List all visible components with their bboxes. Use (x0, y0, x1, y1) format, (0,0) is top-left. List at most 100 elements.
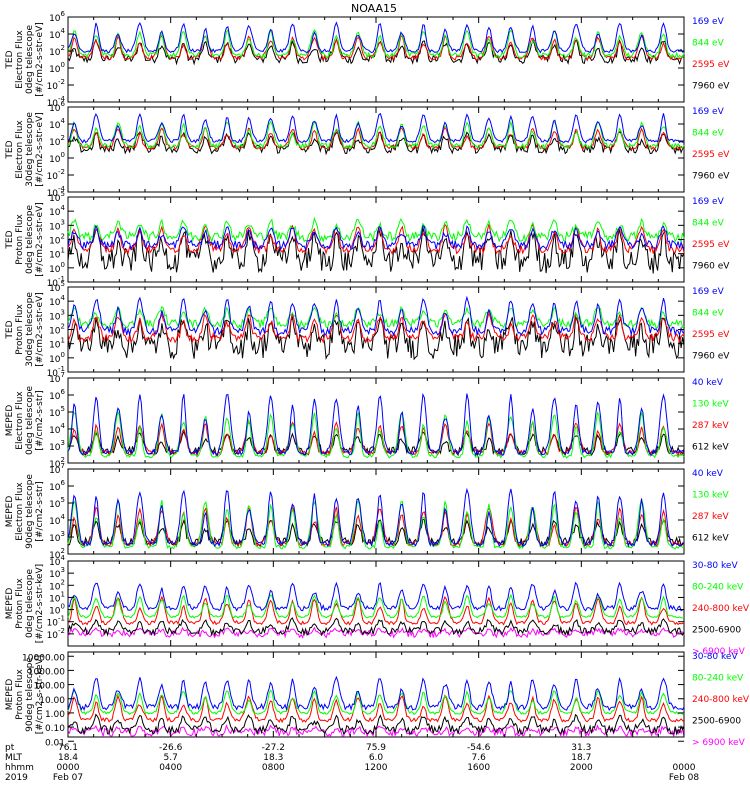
x-tick-label: Feb 08 (669, 773, 700, 783)
y-tick-label: 10-2 (47, 168, 65, 182)
series-line (67, 224, 685, 252)
legend-entry: 7960 eV (692, 262, 730, 272)
y-tick-label: 104 (49, 27, 65, 41)
x-tick-label: 0400 (159, 763, 182, 773)
y-tick-label: 102 (49, 578, 65, 592)
y-tick-label: 106 (49, 479, 65, 493)
x-tick-label: 75.9 (366, 743, 386, 753)
y-tick-label: 105 (49, 280, 65, 294)
y-axis-label: TEDElectron Flux30deg telescope[#/cm2-s-… (5, 112, 45, 187)
legend-entry: 7960 eV (692, 82, 730, 92)
x-row-label: hhmm (5, 763, 34, 773)
series-line (67, 694, 685, 724)
legend-entry: 240-800 keV (692, 695, 750, 705)
y-tick-label: 104 (49, 554, 65, 568)
legend-entry: 169 eV (692, 197, 725, 207)
x-tick-label: 1600 (467, 763, 490, 773)
y-axis-label: TEDProton Flux30deg telescope[#/cm2-s-st… (5, 292, 45, 367)
y-tick-label: 0.10 (45, 724, 65, 734)
legend-entry: 169 eV (692, 287, 725, 297)
y-tick-label: 100 (49, 151, 65, 165)
y-tick-label: 101 (49, 337, 65, 351)
x-tick-label: 0000 (673, 763, 696, 773)
legend-entry: 844 eV (692, 39, 725, 49)
y-tick-label: 101 (49, 247, 65, 261)
y-tick-label: 100 (49, 261, 65, 275)
x-tick-label: 0800 (262, 763, 285, 773)
legend-entry: 80-240 keV (692, 583, 744, 593)
series-line (67, 295, 685, 337)
x-tick-label: -54.6 (467, 743, 491, 753)
legend-entry: 2595 eV (692, 330, 730, 340)
y-axis-label: MEPEDElectron Flux90deg telescope[#/cm2-… (5, 474, 45, 549)
x-row-label: MLT (5, 753, 23, 763)
y-tick-label: 104 (49, 204, 65, 218)
series-line (67, 689, 685, 716)
x-tick-label: 2000 (570, 763, 593, 773)
x-tick-label: 5.7 (164, 753, 178, 763)
y-tick-label: 0.01 (45, 738, 65, 748)
legend-entry: 844 eV (692, 309, 725, 319)
series-line (67, 112, 685, 144)
x-tick-label: -27.2 (262, 743, 285, 753)
y-axis-label: TEDProton Flux0deg telescope[#/cm2-s-str… (5, 202, 45, 277)
y-tick-label: 104 (49, 294, 65, 308)
y-tick-label: 10-2 (47, 627, 65, 641)
y-tick-label: 103 (49, 308, 65, 322)
series-line (67, 120, 685, 150)
y-tick-label: 102 (49, 456, 65, 470)
y-tick-label: 10-1 (47, 275, 65, 289)
x-tick-label: 18.3 (263, 753, 283, 763)
y-tick-label: 107 (49, 462, 65, 476)
panel-5: 107 106 105 104 103 102 MEPEDElectron Flux0deg… (5, 371, 729, 470)
y-tick-label: 10-1 (47, 365, 65, 379)
legend-entry: 2500-6900 (692, 626, 741, 636)
y-tick-label: 103 (49, 439, 65, 453)
legend-entry: > 6900 keV (692, 738, 746, 748)
x-tick-label: Feb 07 (53, 773, 83, 783)
y-tick-label: 104 (49, 422, 65, 436)
y-tick-label: 102 (49, 233, 65, 247)
x-tick-label: 7.6 (472, 753, 487, 763)
y-tick-label: 10.00 (39, 696, 65, 706)
y-tick-label: 105 (49, 190, 65, 204)
x-tick-label: -26.6 (159, 743, 183, 753)
y-tick-label: 10-2 (47, 78, 65, 92)
series-line (67, 581, 685, 612)
y-tick-label: 103 (49, 530, 65, 544)
y-tick-label: 10-4 (47, 185, 66, 199)
y-tick-label: 1000.00 (28, 667, 65, 677)
legend-entry: 130 keV (692, 491, 729, 501)
x-row-label: pt (5, 743, 15, 753)
x-tick-label: 31.3 (571, 743, 591, 753)
x-tick-label: 6.0 (369, 753, 384, 763)
legend-entry: 2595 eV (692, 60, 730, 70)
legend-entry: 844 eV (692, 219, 725, 229)
y-tick-label: 10-1 (47, 615, 65, 629)
series-line (67, 226, 685, 274)
legend-entry: 169 eV (692, 17, 725, 27)
series-line (67, 21, 685, 54)
x-tick-label: 18.4 (58, 753, 78, 763)
y-tick-label: 10-4 (47, 95, 66, 109)
y-tick-label: 102 (49, 547, 65, 561)
legend-entry: 287 keV (692, 421, 729, 431)
y-axis-label: TEDElectron Flux0deg telescope[#/cm2-s-s… (5, 22, 45, 97)
y-tick-label: 107 (49, 371, 65, 385)
y-tick-label: 101 (49, 590, 65, 604)
y-tick-label: 10000.00 (22, 653, 65, 663)
y-tick-label: 100.00 (34, 682, 66, 692)
panel-frame (67, 106, 685, 193)
y-tick-label: 105 (49, 496, 65, 510)
series-line (67, 28, 685, 60)
legend-entry: 287 keV (692, 512, 729, 522)
legend-entry: 30-80 keV (692, 652, 738, 662)
